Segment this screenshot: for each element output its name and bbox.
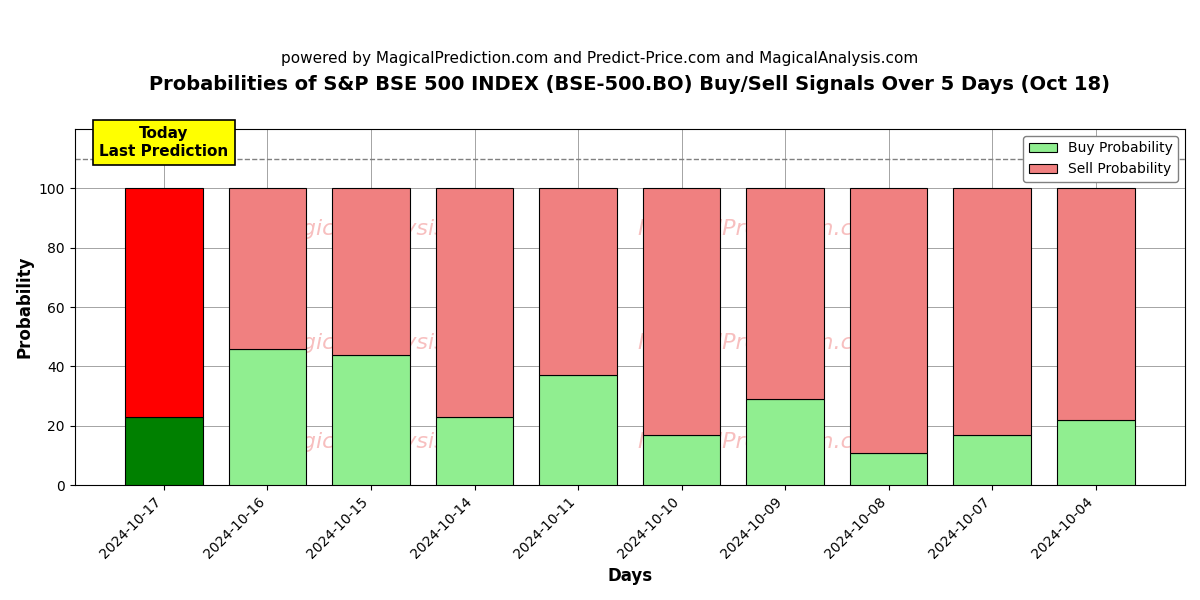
Bar <box>746 399 824 485</box>
Bar <box>229 349 306 485</box>
Bar <box>746 188 824 399</box>
Bar <box>539 376 617 485</box>
Bar <box>125 417 203 485</box>
Title: Probabilities of S&P BSE 500 INDEX (BSE-500.BO) Buy/Sell Signals Over 5 Days (Oc: Probabilities of S&P BSE 500 INDEX (BSE-… <box>149 75 1110 94</box>
Text: Today
Last Prediction: Today Last Prediction <box>100 126 228 158</box>
Text: MagicalAnalysis.com: MagicalAnalysis.com <box>270 433 502 452</box>
Legend: Buy Probability, Sell Probability: Buy Probability, Sell Probability <box>1024 136 1178 182</box>
X-axis label: Days: Days <box>607 567 653 585</box>
Text: powered by MagicalPrediction.com and Predict-Price.com and MagicalAnalysis.com: powered by MagicalPrediction.com and Pre… <box>281 51 919 66</box>
Bar <box>539 188 617 376</box>
Text: MagicalPrediction.com: MagicalPrediction.com <box>637 332 889 353</box>
Bar <box>850 188 928 452</box>
Bar <box>436 417 514 485</box>
Bar <box>332 188 410 355</box>
Text: MagicalAnalysis.com: MagicalAnalysis.com <box>270 332 502 353</box>
Bar <box>229 188 306 349</box>
Bar <box>643 188 720 434</box>
Bar <box>1057 188 1134 420</box>
Y-axis label: Probability: Probability <box>16 256 34 358</box>
Text: MagicalAnalysis.com: MagicalAnalysis.com <box>270 218 502 239</box>
Text: MagicalPrediction.com: MagicalPrediction.com <box>637 218 889 239</box>
Bar <box>436 188 514 417</box>
Bar <box>953 434 1031 485</box>
Bar <box>332 355 410 485</box>
Bar <box>953 188 1031 434</box>
Bar <box>125 188 203 417</box>
Text: MagicalPrediction.com: MagicalPrediction.com <box>637 433 889 452</box>
Bar <box>1057 420 1134 485</box>
Bar <box>850 452 928 485</box>
Bar <box>643 434 720 485</box>
